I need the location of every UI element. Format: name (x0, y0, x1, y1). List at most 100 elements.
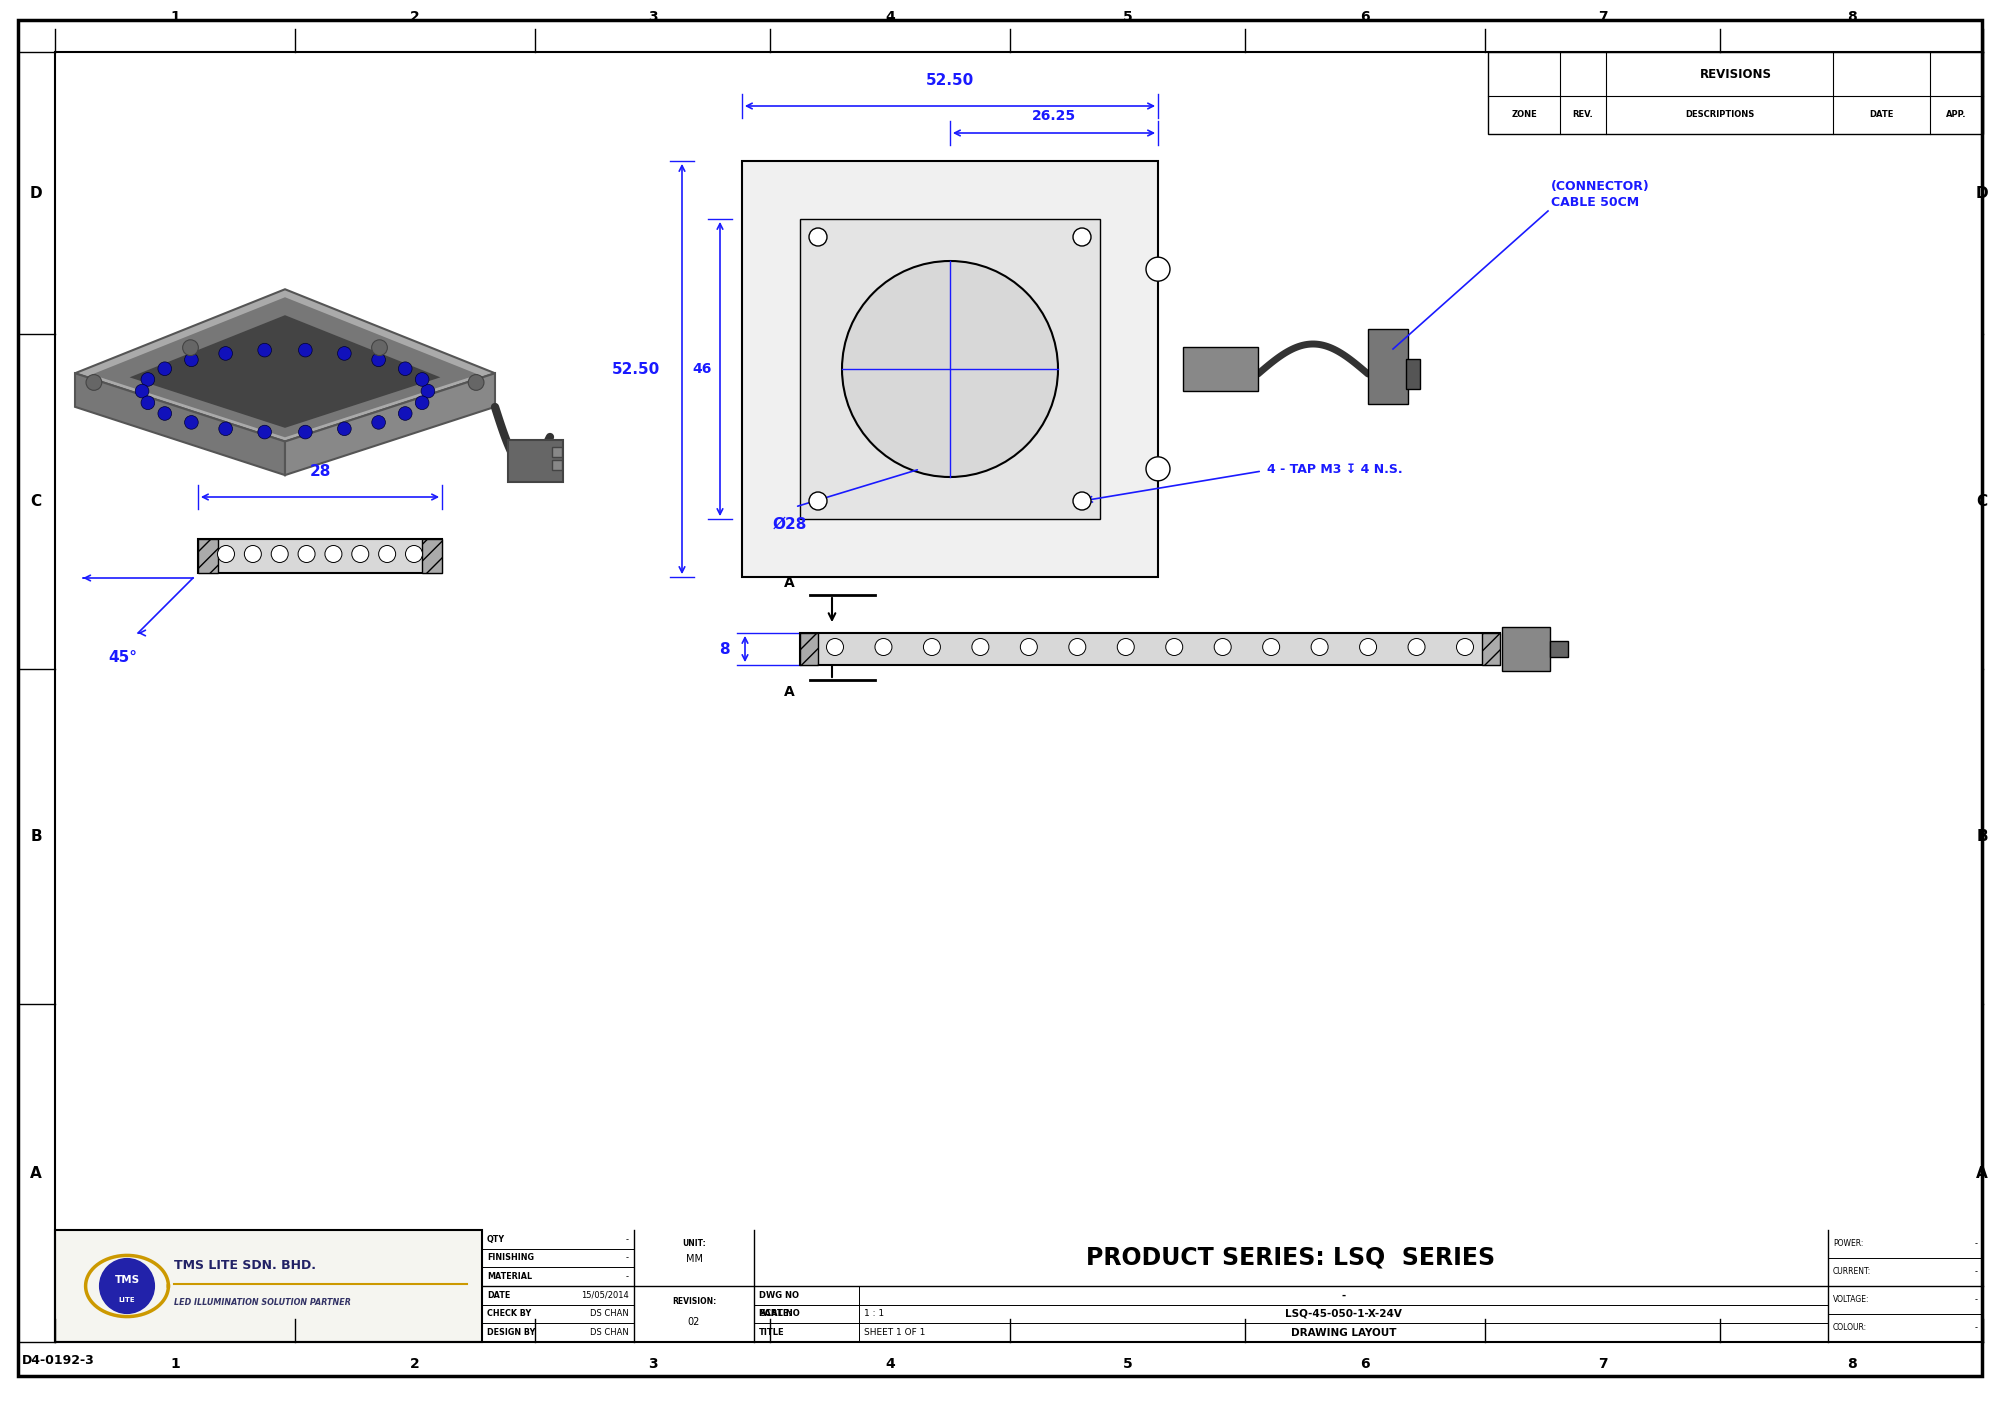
Text: -: - (1974, 1240, 1978, 1249)
Text: REVISION:: REVISION: (672, 1297, 716, 1307)
Circle shape (184, 416, 198, 430)
Circle shape (218, 346, 232, 361)
Text: 2: 2 (410, 10, 420, 24)
Bar (198, 539, 442, 573)
Bar (1184, 346, 1258, 392)
Circle shape (406, 546, 422, 563)
Text: FINISHING: FINISHING (488, 1253, 534, 1263)
Circle shape (1456, 639, 1474, 656)
Text: UNIT:: UNIT: (682, 1239, 706, 1249)
Circle shape (258, 344, 272, 356)
Circle shape (468, 375, 484, 390)
Text: 28: 28 (310, 464, 330, 479)
Text: TMS: TMS (114, 1275, 140, 1285)
Polygon shape (76, 290, 496, 441)
Circle shape (1262, 639, 1280, 656)
Text: MM: MM (686, 1254, 702, 1264)
Text: TITLE: TITLE (760, 1328, 784, 1338)
Text: 5: 5 (1122, 10, 1132, 24)
Circle shape (1360, 639, 1376, 656)
Bar (742, 161, 1158, 577)
Circle shape (338, 421, 352, 436)
Text: B: B (30, 829, 42, 844)
Circle shape (218, 546, 234, 563)
Polygon shape (286, 373, 496, 475)
Circle shape (1312, 639, 1328, 656)
Text: -: - (626, 1253, 630, 1263)
Circle shape (142, 373, 154, 386)
Text: -: - (1974, 1295, 1978, 1305)
Bar (1368, 329, 1408, 404)
Text: 4: 4 (886, 1357, 894, 1372)
Polygon shape (76, 373, 286, 475)
Polygon shape (138, 320, 432, 426)
Circle shape (398, 362, 412, 376)
Polygon shape (130, 315, 440, 428)
Circle shape (86, 375, 102, 390)
Circle shape (158, 362, 172, 376)
Circle shape (810, 492, 828, 510)
Text: 52.50: 52.50 (926, 74, 974, 88)
Polygon shape (1482, 633, 1500, 665)
Circle shape (258, 426, 272, 438)
Text: TMS LITE SDN. BHD.: TMS LITE SDN. BHD. (174, 1260, 316, 1273)
Bar (552, 447, 562, 457)
Text: LED ILLUMINATION SOLUTION PARTNER: LED ILLUMINATION SOLUTION PARTNER (174, 1298, 350, 1308)
Bar (552, 460, 562, 469)
Text: D4-0192-3: D4-0192-3 (22, 1353, 94, 1366)
Circle shape (1072, 228, 1092, 246)
Circle shape (924, 639, 940, 656)
Text: DESIGN BY: DESIGN BY (488, 1328, 536, 1338)
Circle shape (218, 421, 232, 436)
Bar (508, 440, 564, 482)
Text: 02: 02 (688, 1316, 700, 1326)
Text: A: A (784, 684, 796, 699)
Text: 8: 8 (1846, 10, 1856, 24)
Text: D: D (30, 185, 42, 201)
Circle shape (298, 546, 316, 563)
Text: 2: 2 (410, 1357, 420, 1372)
Text: A: A (1976, 1165, 1988, 1181)
Circle shape (842, 262, 1058, 477)
Text: -: - (626, 1273, 630, 1281)
Text: -: - (626, 1234, 630, 1244)
Polygon shape (198, 539, 218, 573)
Text: DATE: DATE (1870, 109, 1894, 119)
Text: Ø28: Ø28 (772, 518, 808, 532)
Circle shape (826, 639, 844, 656)
Text: -: - (1974, 1324, 1978, 1332)
Bar (800, 633, 1500, 665)
Circle shape (1118, 639, 1134, 656)
Text: SHEET 1 OF 1: SHEET 1 OF 1 (864, 1328, 926, 1338)
Circle shape (158, 407, 172, 420)
Circle shape (1146, 257, 1170, 281)
Circle shape (298, 426, 312, 438)
Circle shape (972, 639, 988, 656)
Circle shape (338, 346, 352, 361)
Circle shape (1020, 639, 1038, 656)
Circle shape (372, 354, 386, 366)
Circle shape (1408, 639, 1426, 656)
Text: VOLTAGE:: VOLTAGE: (1832, 1295, 1870, 1305)
Text: 46: 46 (692, 362, 712, 376)
Circle shape (1068, 639, 1086, 656)
Text: DS CHAN: DS CHAN (590, 1309, 630, 1318)
Text: D: D (1976, 185, 1988, 201)
Text: LITE: LITE (118, 1297, 136, 1302)
Circle shape (416, 396, 428, 410)
Text: 4 - TAP M3 ↧ 4 N.S.: 4 - TAP M3 ↧ 4 N.S. (1268, 462, 1402, 475)
Text: APP.: APP. (1946, 109, 1966, 119)
Text: B: B (1976, 829, 1988, 844)
Text: CURRENT:: CURRENT: (1832, 1267, 1872, 1277)
Text: A: A (30, 1165, 42, 1181)
Text: QTY: QTY (488, 1234, 506, 1244)
Bar (56, 1230, 482, 1342)
Text: DRAWING LAYOUT: DRAWING LAYOUT (1290, 1328, 1396, 1338)
Text: DWG NO: DWG NO (760, 1291, 800, 1299)
Text: A: A (784, 575, 796, 590)
Text: -: - (1974, 1267, 1978, 1277)
Circle shape (1146, 457, 1170, 481)
Text: LSQ-45-050-1-X-24V: LSQ-45-050-1-X-24V (1286, 1309, 1402, 1319)
Circle shape (136, 385, 148, 397)
Text: 7: 7 (1598, 1357, 1608, 1372)
